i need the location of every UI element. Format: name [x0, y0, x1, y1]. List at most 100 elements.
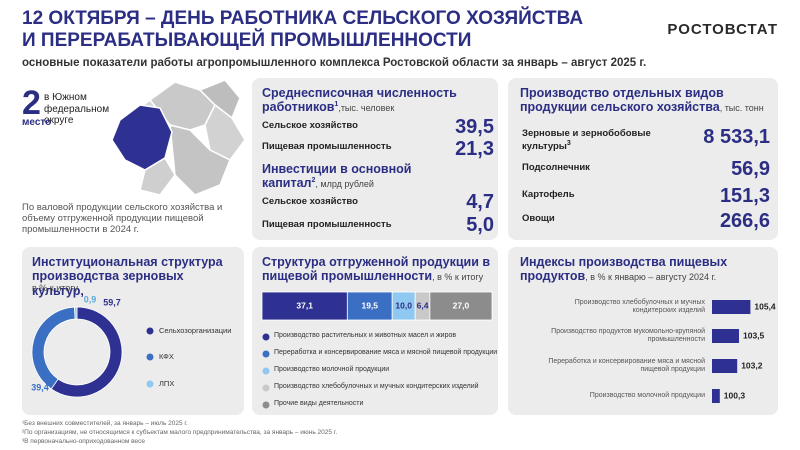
value-label: 105,4	[754, 301, 776, 311]
category-label: Производство хлебобулочных и мучных конд…	[574, 299, 705, 315]
subtitle: основные показатели работы агропромышлен…	[22, 57, 647, 69]
panel	[252, 247, 498, 415]
panel-title: Производство отдельных видов продукции с…	[520, 86, 770, 115]
map-region	[169, 124, 231, 196]
legend-dot	[146, 380, 154, 388]
legend-label: Производство молочной продукции	[274, 366, 390, 373]
row-label: Сельское хозяйство	[262, 196, 358, 207]
unit: , тыс. тонн	[719, 103, 764, 114]
donut-slice	[31, 306, 76, 390]
title-text: Производство отдельных видов продукции с…	[520, 86, 724, 115]
row-label: Сельское хозяйство	[262, 120, 358, 131]
footnote-mark: 3	[566, 139, 571, 147]
chart-title: Институциональная структура производства…	[32, 255, 223, 298]
row-value: 8 533,1	[703, 126, 770, 148]
title-line: И ПЕРЕРАБАТЫВАЮЩЕЙ ПРОМЫШЛЕННОСТИ	[22, 30, 472, 51]
bar-segment	[429, 291, 493, 321]
chart-title: Структура отгруженной продукции в пищево…	[262, 255, 492, 284]
rank-note: По валовой продукции сельского хозяйства…	[22, 202, 223, 235]
row-value: 56,9	[731, 158, 770, 180]
row-value: 5,0	[466, 214, 494, 236]
value-label: 59,7	[103, 297, 121, 307]
title-line: 12 ОКТЯБРЯ – ДЕНЬ РАБОТНИКА СЕЛЬСКОГО ХО…	[22, 8, 584, 29]
footnote-mark: 1	[334, 101, 339, 109]
legend-label: Производство растительных и животных мас…	[274, 332, 457, 339]
row-value: 39,5	[455, 116, 494, 138]
legend-dot	[146, 327, 154, 335]
value-label: 19,5	[361, 300, 378, 310]
logo: РОСТОВСТАТ	[667, 21, 778, 38]
row-label: Зерновые и зернобобовые культуры3	[522, 128, 652, 153]
legend-dot	[262, 333, 270, 341]
legend-label: Производство хлебобулочных и мучных конд…	[274, 383, 479, 390]
value-label: 103,5	[743, 330, 765, 340]
footnote-mark: 2	[311, 177, 316, 185]
category-label: Производство продуктов мукомольно-крупян…	[551, 328, 705, 344]
value-label: 10,0	[395, 300, 412, 310]
value-label: 103,2	[741, 360, 763, 370]
unit: , млрд рублей	[315, 179, 374, 190]
legend-label: Прочие виды деятельности	[274, 400, 364, 407]
title-text: Инвестиции в основной капитал	[262, 162, 412, 191]
value-label: 39,4	[31, 382, 49, 392]
donut-slice	[50, 306, 123, 398]
legend-dot	[262, 401, 270, 409]
chart-subtitle: в % к итогу	[32, 283, 79, 293]
title-text: Среднесписочная численность работников	[262, 86, 457, 115]
footnotes: ¹Без внешних совместителей, за январь – …	[22, 419, 337, 446]
legend-label: Переработка и консервирование мяса и мяс…	[274, 349, 498, 356]
footnote: ³В первоначально-оприходованном весе	[22, 438, 146, 445]
bar-segment	[261, 291, 348, 321]
bar-segment	[346, 291, 393, 321]
unit: , в % к итогу	[432, 272, 484, 283]
legend-dot	[262, 350, 270, 358]
legend-dot	[146, 353, 154, 361]
map-region	[139, 156, 176, 196]
value-label: 37,1	[296, 300, 313, 310]
panel-title: Инвестиции в основной капитал2, млрд руб…	[262, 162, 462, 191]
title-text: Структура отгруженной продукции в пищево…	[262, 255, 491, 284]
value-label: 27,0	[453, 300, 470, 310]
rank-district: в Южном федеральном округе	[44, 92, 110, 126]
chart-title: Индексы производства пищевых продуктов, …	[520, 255, 770, 284]
category-label: Переработка и консервирование мяса и мяс…	[548, 358, 705, 374]
bar	[712, 359, 738, 373]
bar	[712, 329, 739, 343]
row-label: Картофель	[522, 189, 575, 200]
title-text: Индексы производства пищевых продуктов	[520, 255, 728, 284]
legend-label: КФХ	[159, 352, 174, 361]
footnote: ¹Без внешних совместителей, за январь – …	[22, 420, 188, 427]
row-label: Пищевая промышленность	[262, 141, 392, 152]
row-value: 4,7	[466, 191, 494, 213]
value-label: 6,4	[417, 300, 429, 310]
row-label: Пищевая промышленность	[262, 219, 392, 230]
donut-slice	[74, 306, 78, 320]
value-label: 100,3	[724, 390, 746, 400]
row-value: 21,3	[455, 138, 494, 160]
bar	[712, 389, 720, 403]
panel	[508, 78, 778, 240]
unit: ,тыс. человек	[338, 103, 395, 114]
row-label: Подсолнечник	[522, 162, 590, 173]
legend-dot	[262, 367, 270, 375]
legend-dot	[262, 384, 270, 392]
bar	[712, 300, 751, 314]
panel	[252, 78, 498, 240]
legend-label: ЛПХ	[159, 379, 174, 388]
value-label: 0,9	[84, 294, 97, 304]
panel-title: Среднесписочная численность работников1,…	[262, 86, 492, 115]
title: 12 ОКТЯБРЯ – ДЕНЬ РАБОТНИКА СЕЛЬСКОГО ХО…	[22, 8, 583, 52]
map-region	[198, 79, 241, 120]
label-text: Зерновые и зернобобовые культуры	[522, 128, 651, 153]
legend-label: Сельхозорганизации	[159, 326, 231, 335]
category-label: Производство молочной продукции	[589, 392, 705, 399]
rank-place: 2	[22, 84, 41, 122]
footnote: ²По организациям, не относящимся к субъе…	[22, 429, 338, 436]
row-value: 151,3	[719, 185, 770, 207]
row-value: 266,6	[719, 210, 770, 232]
row-label: Овощи	[522, 213, 555, 224]
rank-label: место	[22, 117, 52, 128]
